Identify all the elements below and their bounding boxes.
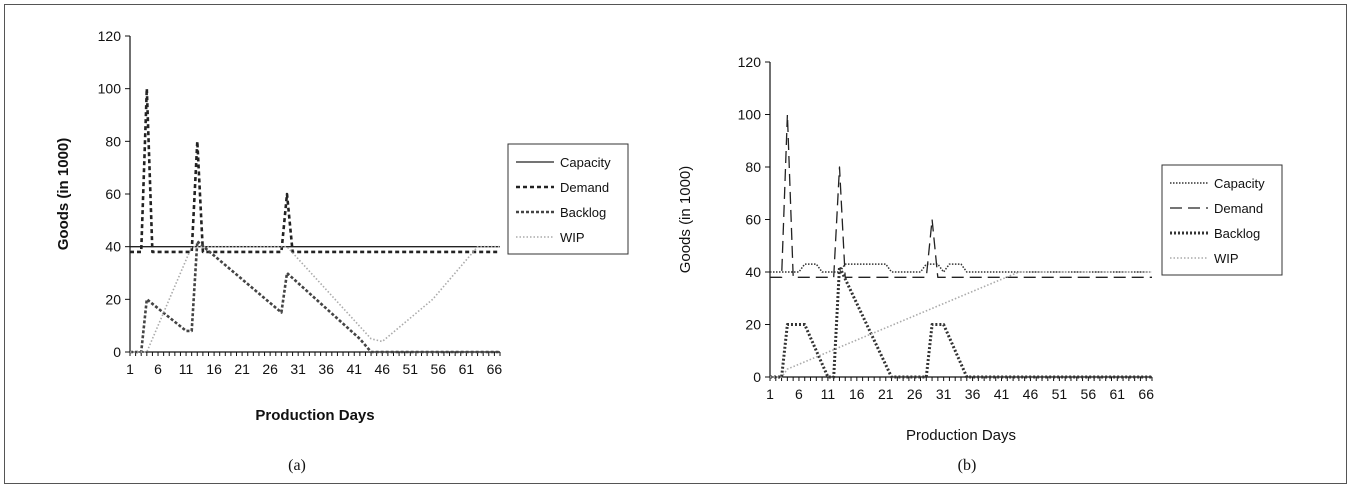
y-tick-label: 60 xyxy=(745,212,761,228)
y-tick-label: 0 xyxy=(753,369,761,385)
x-tick-label: 41 xyxy=(346,361,362,377)
x-tick-label: 46 xyxy=(374,361,390,377)
x-tick-label: 41 xyxy=(994,386,1010,402)
x-tick-label: 16 xyxy=(206,361,222,377)
y-tick-label: 20 xyxy=(745,317,761,333)
x-tick-label: 51 xyxy=(403,361,419,377)
series-line-wip xyxy=(770,271,1152,378)
x-tick-label: 36 xyxy=(965,386,981,402)
legend-label-demand: Demand xyxy=(1214,201,1263,216)
x-tick-label: 31 xyxy=(936,386,952,402)
legend-label-capacity: Capacity xyxy=(560,155,611,170)
x-tick-label: 66 xyxy=(487,361,503,377)
legend-label-backlog: Backlog xyxy=(560,205,606,220)
x-tick-label: 21 xyxy=(234,361,250,377)
x-tick-label: 66 xyxy=(1138,386,1154,402)
legend-label-capacity: Capacity xyxy=(1214,176,1265,191)
x-tick-label: 21 xyxy=(878,386,894,402)
x-tick-label: 26 xyxy=(262,361,278,377)
legend-label-wip: WIP xyxy=(560,230,585,245)
y-tick-label: 120 xyxy=(738,54,762,70)
x-tick-label: 56 xyxy=(431,361,447,377)
series-line-wip xyxy=(130,245,500,353)
x-tick-label: 31 xyxy=(290,361,306,377)
y-tick-label: 40 xyxy=(105,239,121,255)
legend-label-demand: Demand xyxy=(560,180,609,195)
y-axis-title: Goods (in 1000) xyxy=(55,138,72,251)
x-tick-label: 46 xyxy=(1023,386,1039,402)
panel-caption: (a) xyxy=(288,457,306,474)
series-line-capacity xyxy=(770,263,1152,273)
x-tick-label: 26 xyxy=(907,386,923,402)
y-tick-label: 60 xyxy=(105,186,121,202)
series-line-backlog xyxy=(130,240,500,354)
x-tick-label: 11 xyxy=(179,361,194,377)
y-tick-label: 20 xyxy=(105,291,121,307)
series-line-demand xyxy=(130,87,500,254)
y-axis-title: Goods (in 1000) xyxy=(677,166,694,274)
x-tick-label: 6 xyxy=(154,361,162,377)
x-tick-label: 61 xyxy=(459,361,475,377)
x-tick-label: 61 xyxy=(1109,386,1125,402)
series-line-demand xyxy=(770,113,1152,278)
x-tick-label: 16 xyxy=(849,386,865,402)
series-line-backlog xyxy=(770,265,1152,379)
x-axis-title: Production Days xyxy=(255,407,374,424)
y-tick-label: 80 xyxy=(745,159,761,175)
x-tick-label: 56 xyxy=(1081,386,1097,402)
x-tick-label: 1 xyxy=(126,361,134,377)
x-tick-label: 51 xyxy=(1052,386,1068,402)
y-tick-label: 80 xyxy=(105,133,121,149)
y-tick-label: 100 xyxy=(738,107,762,123)
y-tick-label: 100 xyxy=(98,81,122,97)
x-axis-title: Production Days xyxy=(906,427,1016,444)
legend-label-backlog: Backlog xyxy=(1214,226,1260,241)
y-tick-label: 40 xyxy=(745,264,761,280)
x-tick-label: 1 xyxy=(766,386,774,402)
panel-caption: (b) xyxy=(958,457,977,474)
x-tick-label: 11 xyxy=(821,386,836,402)
y-tick-label: 0 xyxy=(113,344,121,360)
figure-frame xyxy=(4,4,1347,484)
x-tick-label: 6 xyxy=(795,386,803,402)
y-tick-label: 120 xyxy=(98,28,122,44)
x-tick-label: 36 xyxy=(318,361,334,377)
legend-label-wip: WIP xyxy=(1214,251,1239,266)
